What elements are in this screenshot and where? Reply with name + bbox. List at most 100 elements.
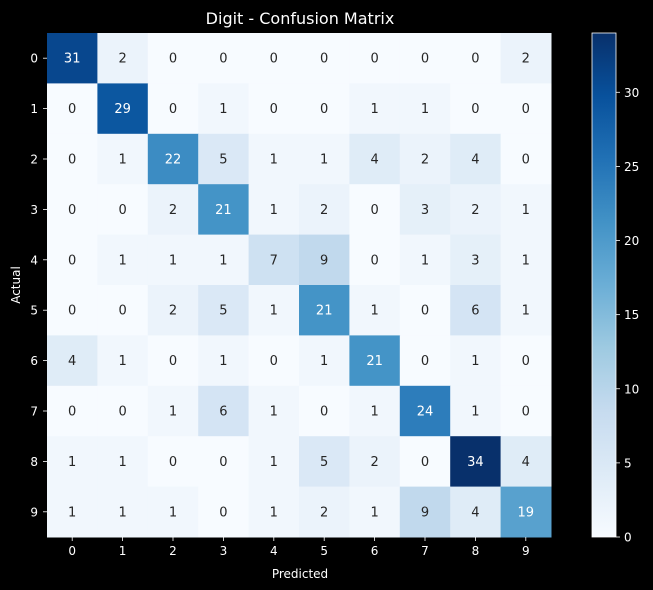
cell-label-r7-c2: 1 (169, 405, 177, 420)
heatmap-cell-r0-c2 (147, 33, 199, 84)
cell-label-r2-c6: 4 (370, 153, 378, 168)
cell-label-r0-c5: 0 (320, 52, 328, 67)
colorbar-tick-label-6: 30 (624, 86, 639, 100)
cell-label-r6-c1: 1 (118, 354, 126, 369)
cell-label-r8-c6: 2 (370, 455, 378, 470)
heatmap-cell-r9-c7 (399, 486, 451, 538)
x-tick-label-3: 3 (220, 544, 228, 558)
y-tick-label-2: 2 (30, 153, 38, 167)
heatmap-cell-r3-c8 (450, 184, 502, 236)
heatmap-cell-r2-c3 (198, 133, 250, 185)
heatmap-cell-r8-c8 (450, 436, 502, 488)
colorbar (591, 32, 617, 538)
heatmap-cell-r4-c3 (198, 234, 250, 286)
cell-label-r0-c6: 0 (370, 52, 378, 67)
heatmap-cell-r6-c1 (97, 335, 149, 387)
cell-label-r9-c4: 1 (270, 505, 278, 520)
heatmap-cell-r8-c9 (500, 436, 552, 488)
colorbar-tick-label-0: 0 (624, 531, 632, 545)
heatmap-cell-r6-c2 (147, 335, 199, 387)
cell-label-r9-c9: 19 (518, 505, 535, 520)
heatmap-cell-r0-c8 (450, 33, 502, 84)
cell-label-r5-c0: 0 (68, 304, 76, 319)
heatmap-cell-r8-c6 (349, 436, 401, 488)
heatmap-cell-r1-c9 (500, 83, 552, 135)
heatmap-cell-r7-c0 (47, 385, 98, 437)
cell-label-r7-c4: 1 (270, 405, 278, 420)
heatmap-cell-r5-c5 (299, 285, 350, 336)
x-tick-label-0: 0 (68, 544, 76, 558)
cell-label-r1-c2: 0 (169, 102, 177, 117)
cell-label-r3-c9: 1 (522, 203, 530, 218)
heatmap-cell-r3-c4 (248, 184, 300, 236)
x-axis-ticks: 0 1 2 3 4 5 6 7 8 9 (68, 537, 530, 558)
cell-label-r6-c5: 1 (320, 354, 328, 369)
y-tick-label-9: 9 (30, 505, 38, 519)
heatmap-cell-r4-c4 (248, 234, 300, 286)
heatmap-cell-r1-c0 (47, 83, 98, 135)
cell-label-r4-c8: 3 (471, 253, 479, 268)
heatmap-cell-r9-c6 (349, 486, 401, 538)
heatmap-cell-r8-c5 (299, 436, 350, 488)
cell-label-r2-c3: 5 (219, 153, 227, 168)
colorbar-tick-label-2: 10 (624, 382, 639, 396)
cell-label-r4-c5: 9 (320, 253, 328, 268)
cell-label-r0-c0: 31 (64, 52, 81, 67)
heatmap-cell-r6-c4 (248, 335, 300, 387)
cell-label-r2-c8: 4 (471, 153, 479, 168)
heatmap-cell-r7-c5 (299, 385, 350, 437)
cell-label-r8-c2: 0 (169, 455, 177, 470)
heatmap-cell-r4-c5 (299, 234, 350, 286)
cell-label-r8-c3: 0 (219, 455, 227, 470)
chart-title: Digit - Confusion Matrix (206, 9, 395, 28)
cell-label-r3-c7: 3 (421, 203, 429, 218)
heatmap-cell-r1-c7 (399, 83, 451, 135)
cell-label-r8-c8: 34 (467, 455, 484, 470)
cell-label-r5-c6: 1 (370, 304, 378, 319)
cell-label-r6-c3: 1 (219, 354, 227, 369)
y-tick-label-8: 8 (30, 455, 38, 469)
heatmap-cell-r5-c4 (248, 285, 300, 336)
cell-label-r2-c0: 0 (68, 153, 76, 168)
heatmap-cell-r1-c8 (450, 83, 502, 135)
cell-label-r1-c3: 1 (219, 102, 227, 117)
cell-label-r4-c3: 1 (219, 253, 227, 268)
cell-label-r1-c1: 29 (114, 102, 131, 117)
y-tick-label-7: 7 (30, 405, 38, 419)
cell-label-r9-c7: 9 (421, 505, 429, 520)
heatmap-cell-r6-c7 (399, 335, 451, 387)
heatmap-cell-r1-c6 (349, 83, 401, 135)
cell-label-r1-c4: 0 (270, 102, 278, 117)
heatmap-cell-r2-c9 (500, 133, 552, 185)
x-tick-label-8: 8 (472, 544, 480, 558)
x-tick-label-1: 1 (119, 544, 127, 558)
colorbar-tick-label-4: 20 (624, 234, 639, 248)
heatmap-cell-r1-c5 (299, 83, 350, 135)
heatmap-cell-r2-c6 (349, 133, 401, 185)
heatmap-cell-r8-c7 (399, 436, 451, 488)
cell-label-r6-c0: 4 (68, 354, 76, 369)
heatmap-cell-r3-c9 (500, 184, 552, 236)
heatmap-cell-r5-c1 (97, 285, 149, 336)
heatmap-cell-r5-c8 (450, 285, 502, 336)
heatmap-cell-r7-c8 (450, 385, 502, 437)
cell-label-r6-c6: 21 (366, 354, 383, 369)
cell-label-r0-c4: 0 (270, 52, 278, 67)
y-axis-label: Actual (9, 266, 23, 304)
x-tick-label-9: 9 (522, 544, 530, 558)
cell-label-r8-c5: 5 (320, 455, 328, 470)
heatmap-cell-r0-c3 (198, 33, 250, 84)
heatmap-cell-r5-c3 (198, 285, 250, 336)
heatmap-cell-r5-c2 (147, 285, 199, 336)
heatmap-cell-r4-c0 (47, 234, 98, 286)
heatmap-cell-r7-c1 (97, 385, 149, 437)
heatmap-cell-r0-c6 (349, 33, 401, 84)
cell-label-r4-c6: 0 (370, 253, 378, 268)
heatmap-cell-r7-c2 (147, 385, 199, 437)
cell-label-r2-c9: 0 (522, 153, 530, 168)
heatmap-cell-r0-c5 (299, 33, 350, 84)
heatmap-cell-r7-c3 (198, 385, 250, 437)
heatmap-cell-r8-c1 (97, 436, 149, 488)
heatmap-cell-r4-c7 (399, 234, 451, 286)
cell-label-r5-c7: 0 (421, 304, 429, 319)
